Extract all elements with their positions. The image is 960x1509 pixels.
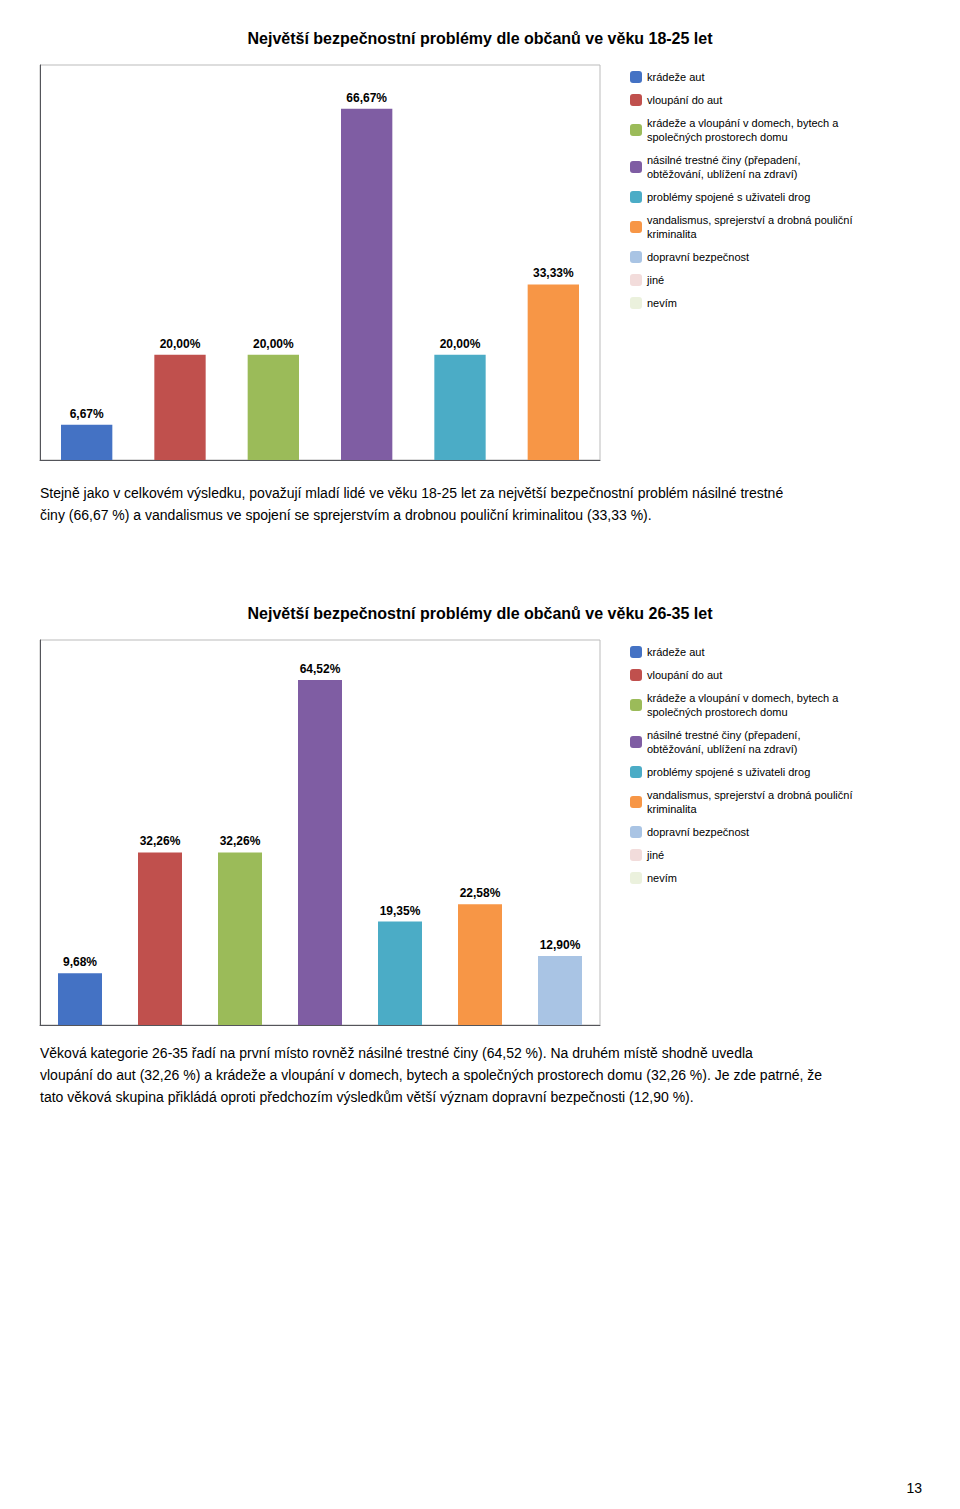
svg-text:33,33%: 33,33% (533, 266, 574, 280)
svg-text:společných prostorech domu: společných prostorech domu (647, 131, 788, 143)
svg-text:krádeže aut: krádeže aut (647, 646, 704, 658)
svg-text:činy (66,67 %) a vandalismus v: činy (66,67 %) a vandalismus ve spojení … (40, 507, 652, 523)
svg-text:19,35%: 19,35% (380, 904, 421, 918)
svg-text:obtěžování, ublížení na zdraví: obtěžování, ublížení na zdraví) (647, 168, 797, 180)
svg-text:krádeže a vloupání v domech, b: krádeže a vloupání v domech, bytech a (647, 117, 839, 129)
svg-text:nevím: nevím (647, 872, 677, 884)
svg-text:společných prostorech domu: společných prostorech domu (647, 706, 788, 718)
svg-text:32,26%: 32,26% (220, 834, 261, 848)
svg-text:12,90%: 12,90% (540, 938, 581, 952)
svg-text:násilné trestné činy (přepaden: násilné trestné činy (přepadení, (647, 154, 800, 166)
svg-text:20,00%: 20,00% (253, 337, 294, 351)
svg-text:Stejně jako v celkovém výsledk: Stejně jako v celkovém výsledku, považuj… (40, 485, 787, 501)
svg-text:Největší bezpečnostní problémy: Největší bezpečnostní problémy dle občan… (247, 605, 713, 622)
svg-text:krádeže a vloupání v domech, b: krádeže a vloupání v domech, bytech a (647, 692, 839, 704)
svg-text:9,68%: 9,68% (63, 955, 97, 969)
svg-text:13: 13 (906, 1480, 922, 1496)
svg-text:32,26%: 32,26% (140, 834, 181, 848)
svg-text:vloupání do aut: vloupání do aut (647, 669, 722, 681)
svg-text:kriminalita: kriminalita (647, 803, 697, 815)
svg-text:Věková kategorie 26-35 řadí na: Věková kategorie 26-35 řadí na první mís… (40, 1045, 757, 1061)
svg-text:nevím: nevím (647, 297, 677, 309)
svg-text:problémy spojené s uživateli d: problémy spojené s uživateli drog (647, 191, 810, 203)
svg-text:6,67%: 6,67% (70, 407, 104, 421)
svg-text:vloupání do aut (32,26 %) a kr: vloupání do aut (32,26 %) a krádeže a vl… (40, 1067, 826, 1083)
svg-text:krádeže aut: krádeže aut (647, 71, 704, 83)
svg-text:22,58%: 22,58% (460, 886, 501, 900)
svg-text:dopravní bezpečnost: dopravní bezpečnost (647, 251, 749, 263)
svg-text:jiné: jiné (646, 274, 664, 286)
svg-text:jiné: jiné (646, 849, 664, 861)
svg-text:vloupání do aut: vloupání do aut (647, 94, 722, 106)
svg-text:kriminalita: kriminalita (647, 228, 697, 240)
svg-text:problémy spojené s uživateli d: problémy spojené s uživateli drog (647, 766, 810, 778)
svg-text:66,67%: 66,67% (346, 91, 387, 105)
svg-text:Největší bezpečnostní problémy: Největší bezpečnostní problémy dle občan… (247, 30, 713, 47)
svg-text:vandalismus, sprejerství a dro: vandalismus, sprejerství a drobná poulič… (647, 214, 852, 226)
svg-text:dopravní bezpečnost: dopravní bezpečnost (647, 826, 749, 838)
svg-text:tato věková skupina přikládá o: tato věková skupina přikládá oproti před… (40, 1089, 694, 1105)
svg-text:20,00%: 20,00% (440, 337, 481, 351)
svg-text:násilné trestné činy (přepaden: násilné trestné činy (přepadení, (647, 729, 800, 741)
svg-text:obtěžování, ublížení na zdraví: obtěžování, ublížení na zdraví) (647, 743, 797, 755)
svg-text:vandalismus, sprejerství a dro: vandalismus, sprejerství a drobná poulič… (647, 789, 852, 801)
svg-text:20,00%: 20,00% (160, 337, 201, 351)
svg-text:64,52%: 64,52% (300, 662, 341, 676)
